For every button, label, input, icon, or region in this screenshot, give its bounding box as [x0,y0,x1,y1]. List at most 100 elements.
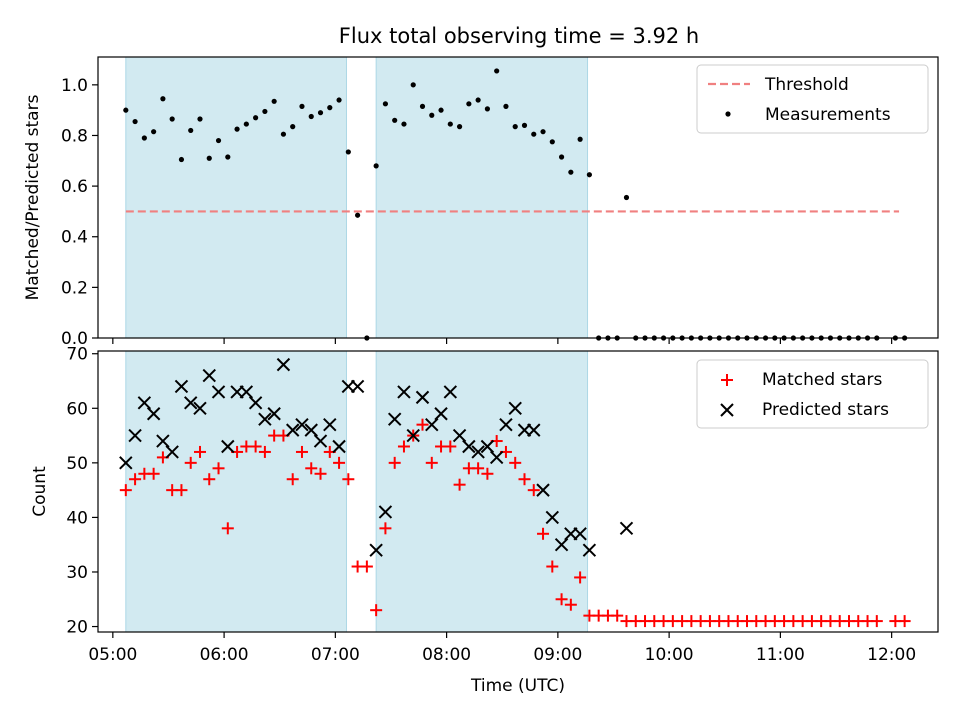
matched-star-point [184,456,197,469]
legend-threshold-label: Threshold [764,75,849,95]
measurement-point [401,121,407,127]
measurement-point [438,107,444,113]
matched-star-point [870,615,883,628]
matched-star-point [119,484,132,497]
predicted-star-point [582,543,597,557]
matched-star-point [221,522,234,535]
matched-star-point [305,462,318,475]
shaded-interval-1 [125,56,347,339]
shaded-interval-2 [375,350,589,633]
matched-star-point [472,462,485,475]
measurement-point [447,121,453,127]
predicted-star-point [119,456,133,470]
matched-star-point [175,484,188,497]
matched-star-point [333,456,346,469]
measurement-point [466,101,472,107]
predicted-star-point [137,396,152,410]
legend-measurements-swatch [725,111,731,117]
measurement-point [586,172,592,178]
predicted-star-point [211,385,226,399]
y-tick-label: 40 [66,508,88,528]
matched-star-point [314,467,327,480]
matched-star-point [509,456,522,469]
measurement-point [299,103,305,109]
matched-star-point [518,473,531,486]
bottom-legend: Matched stars Predicted stars [696,359,929,429]
predicted-star-point [462,439,476,454]
predicted-star-point [295,417,309,432]
measurement-point [382,101,389,107]
predicted-star-point [508,401,522,415]
matched-star-point [147,467,160,480]
measurement-point [503,103,509,109]
measurement-point [392,117,398,123]
top-y-axis-label: Matched/Predicted stars [23,94,43,300]
measurement-point [540,129,546,135]
y-tick-label: 1.0 [61,76,88,96]
predicted-star-point [239,385,254,399]
predicted-star-point [267,407,281,421]
predicted-star-point [221,439,235,454]
y-tick-label: 60 [66,399,88,419]
y-tick-label: 0.0 [61,329,88,349]
measurement-point [456,124,463,130]
matched-star-point [370,604,383,617]
predicted-star-point [545,510,560,525]
matched-star-point [342,473,355,486]
measurement-point [262,108,268,115]
legend-predicted-swatch [720,403,734,417]
predicted-star-point [193,401,207,415]
bottom-shaded-intervals [125,350,589,633]
measurement-point [160,96,166,102]
predicted-star-point [323,417,337,432]
measurement-point [558,154,565,160]
measurement-point [317,110,324,116]
matched-star-point [129,473,142,486]
measurement-point [355,212,361,218]
y-tick-label: 30 [66,563,88,583]
predicted-star-point [452,428,467,443]
matched-star-point [444,440,457,453]
measurement-point [178,156,185,163]
x-tick-label: 11:00 [756,645,805,665]
predicted-star-point [527,423,541,437]
y-tick-label: 0.4 [61,228,88,248]
matched-star-point [453,478,466,491]
measurement-point [494,68,500,74]
figure-title: Flux total observing time = 3.92 h [339,24,699,48]
matched-star-point [425,456,438,469]
measurement-point [623,194,630,201]
shaded-interval-1 [125,350,347,633]
predicted-star-point [313,434,328,448]
predicted-star-point [397,385,411,399]
measurement-point [327,105,333,111]
bottom-axes-frame [97,350,939,633]
matched-star-point [258,445,271,458]
matched-star-point [537,527,550,540]
y-tick-label: 0.8 [61,126,88,146]
count-points [119,357,911,628]
top-y-ticks: 0.0 0.2 0.4 0.6 0.8 1.0 [61,76,98,349]
legend-matched-swatch [721,374,733,386]
y-tick-label: 0.2 [61,278,88,298]
x-tick-label: 08:00 [422,645,471,665]
top-x-ticks [112,338,893,344]
matched-star-point [295,445,308,458]
predicted-star-point [285,423,300,437]
bottom-y-ticks: 20 30 40 50 60 70 [66,345,98,638]
x-tick-label: 07:00 [311,645,360,665]
predicted-star-point [387,412,402,426]
measurement-point [410,82,416,88]
predicted-star-point [443,385,458,399]
measurement-points [123,68,908,341]
measurement-point [188,127,194,134]
measurement-point [169,116,175,122]
predicted-star-point [369,543,383,557]
predicted-star-point [350,379,365,394]
measurement-point [549,139,555,145]
predicted-star-point [202,368,216,383]
matched-star-point [564,598,577,611]
measurement-point [123,107,129,113]
measurement-point [373,163,379,169]
measurement-point [271,98,277,104]
